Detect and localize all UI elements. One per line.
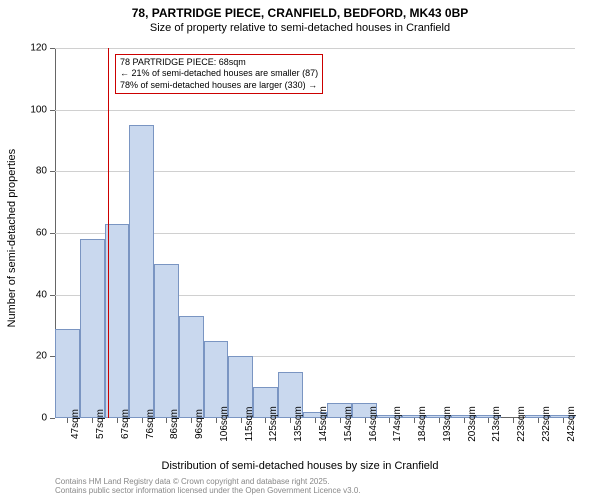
footer-line1: Contains HM Land Registry data © Crown c… [55, 477, 361, 487]
y-tick-label: 40 [36, 289, 47, 300]
x-tick-label: 174sqm [392, 406, 403, 442]
x-tick-mark [464, 418, 465, 423]
histogram-bar [129, 125, 154, 418]
histogram-bar [179, 316, 204, 418]
footer-line2: Contains public sector information licen… [55, 486, 361, 496]
chart-subtitle: Size of property relative to semi-detach… [0, 22, 600, 35]
x-tick-mark [290, 418, 291, 423]
y-tick-mark [50, 171, 55, 172]
annotation-line1: 78 PARTRIDGE PIECE: 68sqm [120, 57, 318, 68]
x-tick-mark [265, 418, 266, 423]
y-tick-label: 20 [36, 351, 47, 362]
x-tick-label: 184sqm [417, 406, 428, 442]
x-tick-label: 203sqm [467, 406, 478, 442]
y-tick-label: 120 [30, 43, 47, 54]
x-tick-mark [488, 418, 489, 423]
x-tick-mark [563, 418, 564, 423]
x-tick-mark [365, 418, 366, 423]
x-axis-title: Distribution of semi-detached houses by … [0, 460, 600, 472]
x-tick-mark [67, 418, 68, 423]
y-tick-label: 60 [36, 228, 47, 239]
chart-container: 78, PARTRIDGE PIECE, CRANFIELD, BEDFORD,… [0, 0, 600, 500]
grid-line [55, 110, 575, 111]
x-tick-mark [241, 418, 242, 423]
grid-line [55, 48, 575, 49]
property-marker-line [108, 48, 109, 418]
x-tick-mark [142, 418, 143, 423]
annotation-line3: 78% of semi-detached houses are larger (… [120, 80, 318, 91]
x-tick-label: 193sqm [442, 406, 453, 442]
x-tick-mark [439, 418, 440, 423]
y-tick-label: 0 [41, 413, 47, 424]
x-tick-label: 213sqm [491, 406, 502, 442]
y-tick-mark [50, 110, 55, 111]
y-tick-mark [50, 48, 55, 49]
x-tick-label: 232sqm [541, 406, 552, 442]
x-tick-mark [340, 418, 341, 423]
annotation-line2: ← 21% of semi-detached houses are smalle… [120, 68, 318, 79]
x-tick-mark [315, 418, 316, 423]
x-tick-mark [117, 418, 118, 423]
x-tick-label: 223sqm [516, 406, 527, 442]
x-tick-mark [191, 418, 192, 423]
x-tick-mark [166, 418, 167, 423]
histogram-bar [80, 239, 105, 418]
annotation-box: 78 PARTRIDGE PIECE: 68sqm← 21% of semi-d… [115, 54, 323, 94]
x-tick-mark [414, 418, 415, 423]
x-tick-mark [92, 418, 93, 423]
y-tick-label: 100 [30, 104, 47, 115]
y-axis-title: Number of semi-detached properties [6, 149, 18, 328]
plot-area: 02040608010012047sqm57sqm67sqm76sqm86sqm… [55, 48, 575, 418]
x-tick-label: 242sqm [566, 406, 577, 442]
y-tick-mark [50, 418, 55, 419]
x-tick-mark [513, 418, 514, 423]
histogram-bar [55, 329, 80, 418]
histogram-bar [154, 264, 179, 418]
y-tick-mark [50, 295, 55, 296]
x-tick-mark [538, 418, 539, 423]
chart-title: 78, PARTRIDGE PIECE, CRANFIELD, BEDFORD,… [0, 0, 600, 22]
y-tick-label: 80 [36, 166, 47, 177]
x-tick-mark [389, 418, 390, 423]
y-tick-mark [50, 233, 55, 234]
x-tick-label: 164sqm [368, 406, 379, 442]
x-tick-mark [216, 418, 217, 423]
footer-attribution: Contains HM Land Registry data © Crown c… [55, 477, 361, 496]
